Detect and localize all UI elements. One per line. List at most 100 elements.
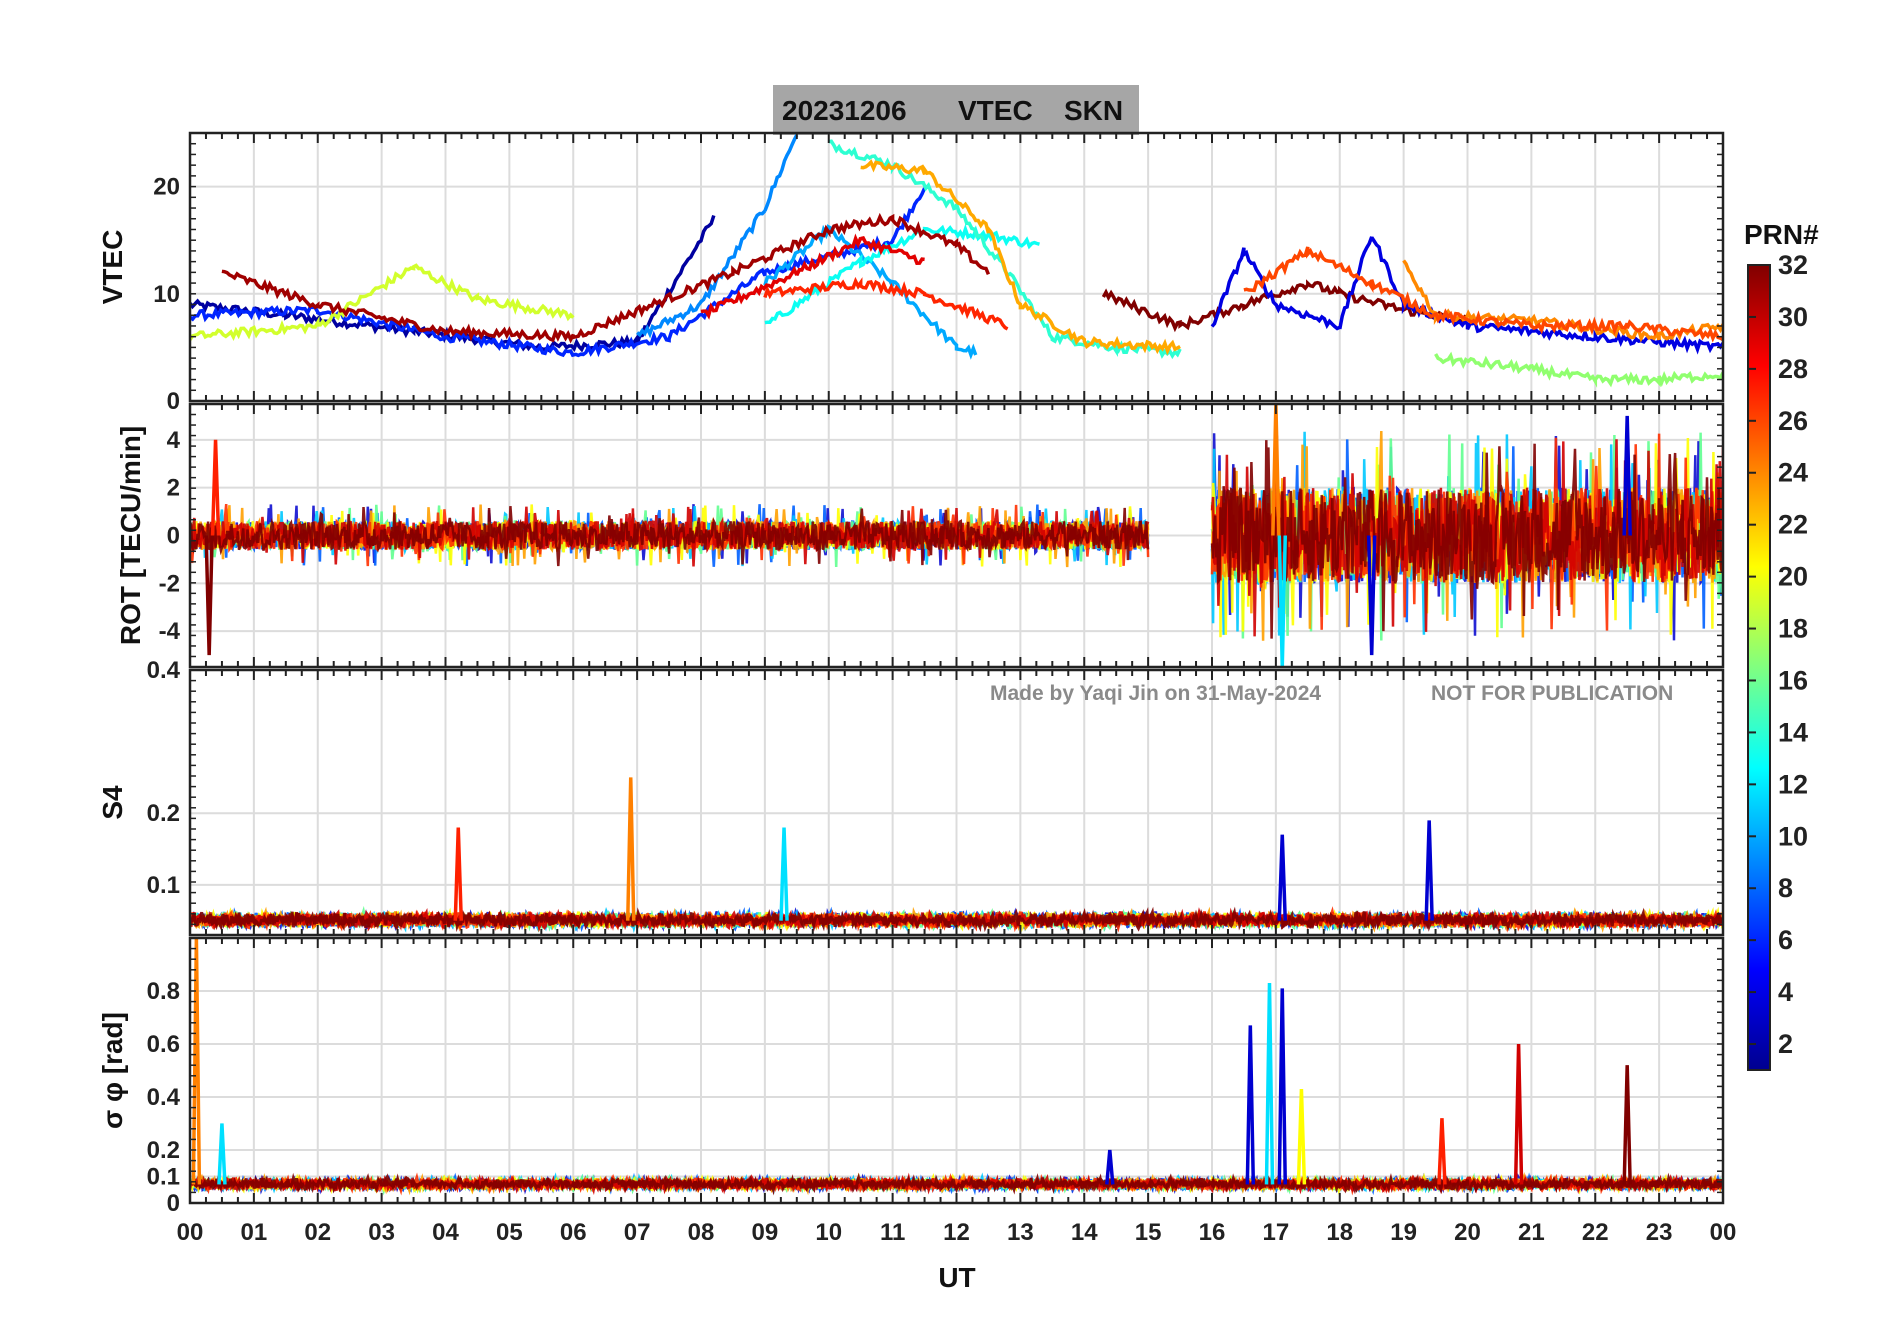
title-box xyxy=(773,85,1139,135)
spike xyxy=(1366,535,1377,656)
y-tick-label: 2 xyxy=(167,475,180,502)
x-tick-label: 23 xyxy=(1646,1219,1673,1246)
spike xyxy=(1105,1149,1115,1185)
spike xyxy=(1437,1118,1447,1185)
colorbar-tick-label: 14 xyxy=(1778,717,1808,747)
x-tick-label: 13 xyxy=(1007,1219,1034,1246)
y-tick-label: 0.2 xyxy=(147,800,180,827)
x-tick-label: 08 xyxy=(688,1219,715,1246)
x-tick-label: 00 xyxy=(1710,1219,1737,1246)
spike xyxy=(1245,1025,1256,1185)
colorbar-tick-label: 30 xyxy=(1778,302,1808,332)
x-tick-label: 02 xyxy=(304,1219,331,1246)
vtec-line xyxy=(190,263,575,342)
y-tick-label: -2 xyxy=(159,570,180,597)
y-tick-label: 0 xyxy=(167,388,180,415)
vtec-line xyxy=(1434,351,1723,388)
y-tick-label: 0 xyxy=(167,1190,180,1217)
x-tick-label: 16 xyxy=(1199,1219,1226,1246)
panel-rot: -4 -2 0 2 4 ROT [TECU/min] xyxy=(115,402,1725,669)
x-tick-label: 03 xyxy=(368,1219,395,1246)
vtec-line xyxy=(763,276,1009,331)
panel-vtec: 0 10 20 VTEC xyxy=(97,131,1725,415)
spike xyxy=(453,827,464,921)
x-tick-label: 05 xyxy=(496,1219,523,1246)
y-axis-label: σ φ [rad] xyxy=(97,1012,128,1129)
vtec-line xyxy=(860,159,1181,356)
colorbar-tick-label: 24 xyxy=(1778,458,1808,488)
y-tick-label: 0 xyxy=(167,523,180,550)
vtec-line xyxy=(1210,236,1723,355)
vtec-line xyxy=(1243,246,1723,343)
colorbar-tick-label: 2 xyxy=(1778,1029,1793,1059)
watermark-author: Made by Yaqi Jin on 31-May-2024 xyxy=(990,682,1321,705)
spike xyxy=(1622,415,1632,536)
colorbar-tick-label: 20 xyxy=(1778,562,1808,592)
y-axis-label: VTEC xyxy=(97,230,128,305)
colorbar-tick-label: 16 xyxy=(1778,665,1808,695)
x-tick-label: 00 xyxy=(177,1219,204,1246)
colorbar-label: PRN# xyxy=(1744,219,1819,250)
spike xyxy=(779,827,789,921)
spike xyxy=(1424,820,1434,921)
y-tick-label: 0.1 xyxy=(147,872,180,899)
x-tick-label: 11 xyxy=(880,1219,905,1246)
y-tick-label: 0.4 xyxy=(147,657,181,684)
y-tick-label: 0.8 xyxy=(147,978,180,1005)
y-axis-label: ROT [TECU/min] xyxy=(115,426,146,645)
spike xyxy=(1513,1043,1524,1185)
x-tick-label: 10 xyxy=(815,1219,842,1246)
colorbar-tick-label: 6 xyxy=(1778,925,1793,955)
x-tick-label: 20 xyxy=(1454,1219,1481,1246)
spike xyxy=(1296,1088,1307,1185)
colorbar-tick-label: 28 xyxy=(1778,354,1808,384)
spike xyxy=(1277,535,1288,667)
spike xyxy=(191,938,202,1185)
x-tick-label: 12 xyxy=(943,1219,970,1246)
series-group xyxy=(190,134,1723,388)
x-tick-label: 18 xyxy=(1326,1219,1353,1246)
colorbar-tick-label: 4 xyxy=(1778,977,1793,1007)
y-axis-label: S4 xyxy=(97,785,128,820)
y-tick-label: 20 xyxy=(153,174,180,201)
noise-trace xyxy=(190,506,1150,567)
y-tick-label: 0.4 xyxy=(147,1084,181,1111)
colorbar-tick-label: 12 xyxy=(1778,769,1808,799)
colorbar-tick-label: 18 xyxy=(1778,614,1808,644)
colorbar-tick-label: 32 xyxy=(1778,250,1808,280)
x-tick-label: 01 xyxy=(241,1219,268,1246)
vtec-line xyxy=(700,233,925,320)
spike xyxy=(1622,1065,1632,1185)
panel-s4: 0.1 0.2 0.4 S4 xyxy=(97,657,1725,937)
y-tick-label: 10 xyxy=(153,281,180,308)
x-tick-label: 15 xyxy=(1135,1219,1162,1246)
series-group xyxy=(190,404,1723,667)
noise-trace xyxy=(190,1172,1723,1196)
vtec-line xyxy=(190,187,927,358)
colorbar-tick-label: 8 xyxy=(1778,873,1793,903)
title-station: SKN xyxy=(1064,95,1123,126)
spike xyxy=(1271,404,1281,536)
y-tick-label: 0.1 xyxy=(147,1164,180,1191)
colorbar xyxy=(1747,264,1771,1071)
colorbar-tick-label: 10 xyxy=(1778,821,1808,851)
y-tick-label: 0.2 xyxy=(147,1137,180,1164)
colorbar-tick-label: 22 xyxy=(1778,510,1808,540)
noise-trace xyxy=(1210,440,1723,639)
series-group xyxy=(190,938,1723,1196)
x-tick-label: 19 xyxy=(1390,1219,1417,1246)
spike xyxy=(210,439,221,536)
y-tick-label: 0.6 xyxy=(147,1031,180,1058)
spike xyxy=(625,777,636,921)
x-tick-label: 07 xyxy=(624,1219,651,1246)
panel-sigma_phi: 00.10.2 0.4 0.6 0.8 σ φ [rad] xyxy=(97,936,1725,1217)
y-tick-label: -4 xyxy=(159,618,181,645)
spike xyxy=(1277,834,1288,921)
colorbar-tick-label: 26 xyxy=(1778,406,1808,436)
x-tick-label: 04 xyxy=(432,1219,459,1246)
watermark-notice: NOT FOR PUBLICATION xyxy=(1431,682,1673,705)
x-axis-label: UT xyxy=(938,1262,975,1293)
